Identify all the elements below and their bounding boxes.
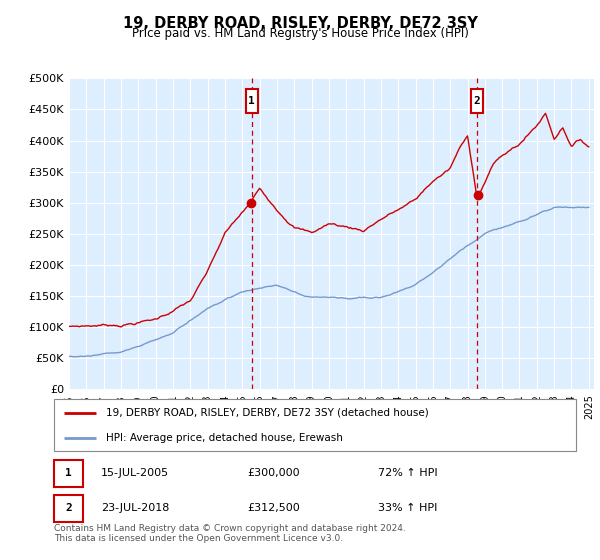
Text: 19, DERBY ROAD, RISLEY, DERBY, DE72 3SY: 19, DERBY ROAD, RISLEY, DERBY, DE72 3SY [122, 16, 478, 31]
Text: 2: 2 [65, 503, 72, 513]
Text: £300,000: £300,000 [247, 468, 300, 478]
Text: HPI: Average price, detached house, Erewash: HPI: Average price, detached house, Erew… [106, 433, 343, 443]
Text: 72% ↑ HPI: 72% ↑ HPI [377, 468, 437, 478]
Text: Price paid vs. HM Land Registry's House Price Index (HPI): Price paid vs. HM Land Registry's House … [131, 27, 469, 40]
FancyBboxPatch shape [471, 89, 483, 113]
Text: 23-JUL-2018: 23-JUL-2018 [101, 503, 169, 513]
Text: 1: 1 [248, 96, 255, 106]
Text: 15-JUL-2005: 15-JUL-2005 [101, 468, 169, 478]
Text: 33% ↑ HPI: 33% ↑ HPI [377, 503, 437, 513]
Text: Contains HM Land Registry data © Crown copyright and database right 2024.
This d: Contains HM Land Registry data © Crown c… [54, 524, 406, 543]
Text: 19, DERBY ROAD, RISLEY, DERBY, DE72 3SY (detached house): 19, DERBY ROAD, RISLEY, DERBY, DE72 3SY … [106, 408, 429, 418]
FancyBboxPatch shape [54, 494, 83, 521]
FancyBboxPatch shape [245, 89, 257, 113]
Text: 2: 2 [474, 96, 481, 106]
Text: 1: 1 [65, 468, 72, 478]
FancyBboxPatch shape [54, 399, 576, 451]
Text: £312,500: £312,500 [247, 503, 300, 513]
FancyBboxPatch shape [54, 460, 83, 487]
